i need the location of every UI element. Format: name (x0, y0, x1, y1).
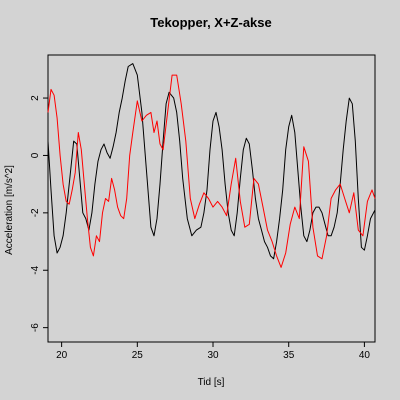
y-tick-label: -6 (30, 323, 41, 332)
x-tick-label: 40 (359, 350, 371, 361)
plot-area: 20 25 30 35 40 -6 -4 -2 0 2 (30, 54, 376, 361)
y-tick-label: -2 (30, 208, 41, 217)
x-tick-label: 30 (207, 350, 219, 361)
y-axis-label: Acceleration [m/s^2] (4, 165, 15, 255)
y-tick-label: 0 (30, 152, 41, 158)
x-axis-label: Tid [s] (198, 377, 225, 388)
series-line-1 (47, 63, 376, 260)
y-tick-label: -4 (30, 265, 41, 274)
series-line-2 (47, 74, 376, 268)
x-tick-label: 25 (132, 350, 144, 361)
x-tick-label: 20 (56, 350, 68, 361)
x-tick-label: 35 (283, 350, 295, 361)
y-tick-label: 2 (30, 95, 41, 101)
plot-frame (47, 54, 376, 343)
chart-title: Tekopper, X+Z-akse (150, 15, 272, 30)
